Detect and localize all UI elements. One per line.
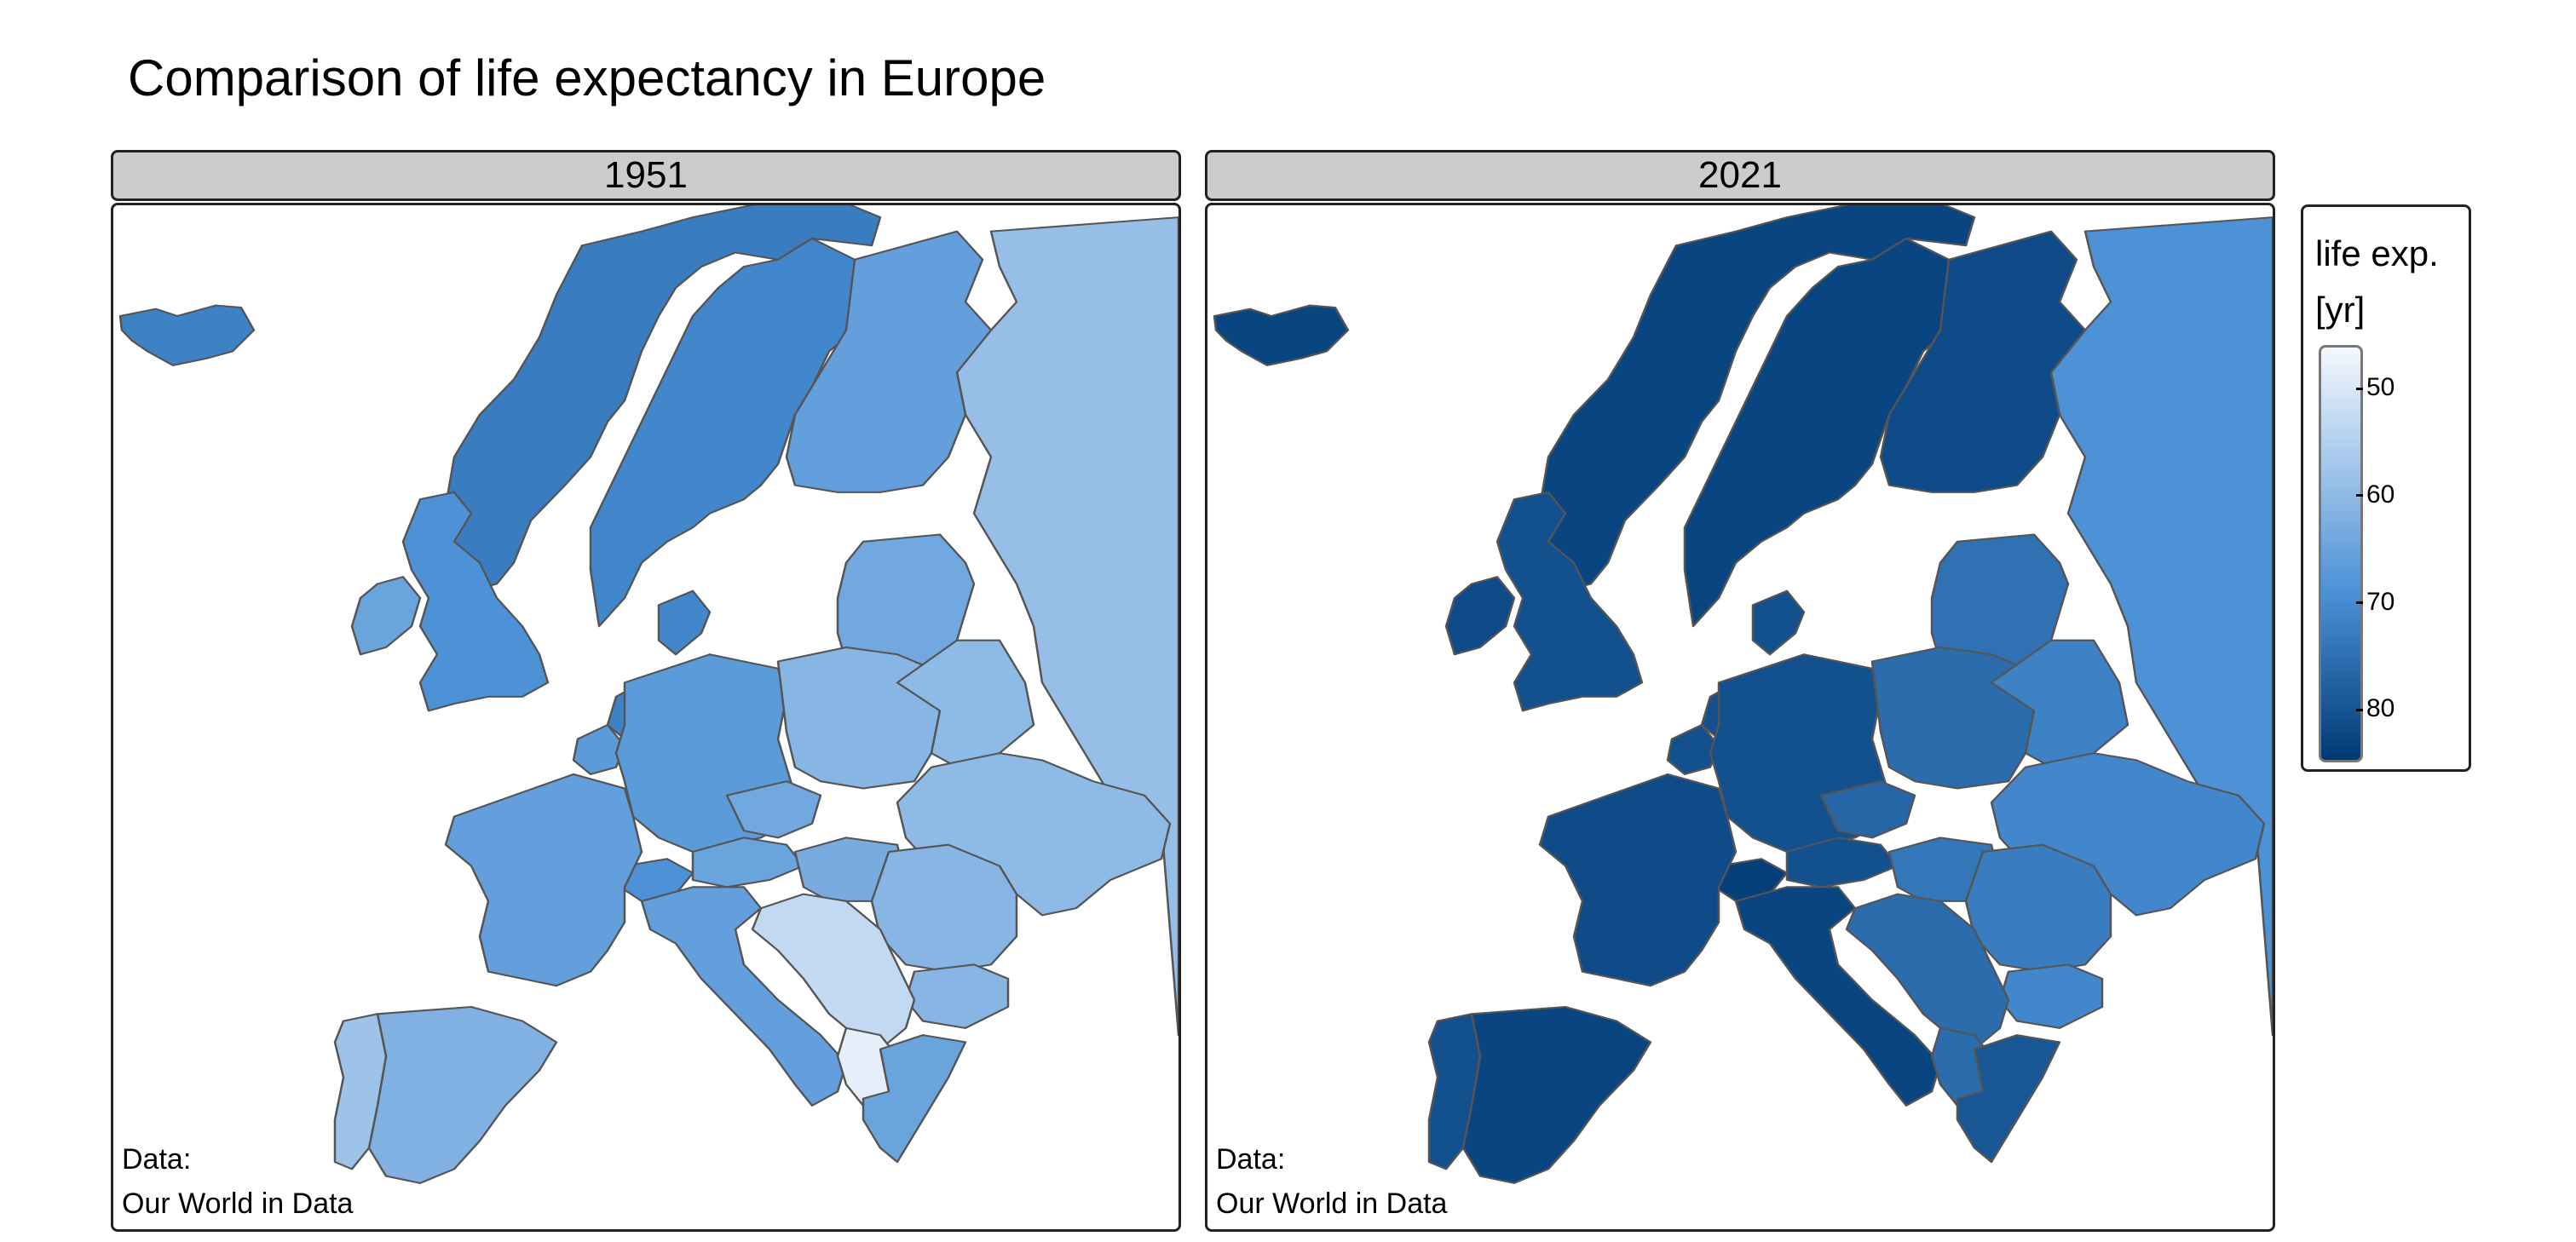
country-region-balkans <box>751 893 916 1050</box>
country-region-portugal <box>1427 1013 1482 1170</box>
legend-tick-label: 70 <box>2361 585 2394 619</box>
panel-strip-1951: 1951 <box>111 150 1181 201</box>
country-region-portugal <box>333 1013 388 1170</box>
legend-color-bar <box>2319 345 2363 762</box>
country-region-czechia <box>725 780 822 839</box>
chart-title: Comparison of life expectancy in Europe <box>128 49 1046 106</box>
panel-strip-2021: 2021 <box>1205 150 2275 201</box>
country-region-france <box>444 773 643 987</box>
country-region-romania <box>1964 843 2112 973</box>
legend-tick-label: 60 <box>2361 478 2394 512</box>
europe-map-1951 <box>118 205 1179 1184</box>
country-region-italy <box>1734 886 1942 1107</box>
country-region-finland <box>785 230 993 493</box>
legend-title-line-1: life exp. <box>2315 233 2439 273</box>
country-region-belgium <box>1666 723 1720 775</box>
country-region-russia <box>2049 216 2273 1037</box>
country-region-finland <box>1879 230 2087 493</box>
country-region-norway <box>444 205 882 592</box>
country-region-balkans <box>1845 893 2010 1050</box>
legend-title: life exp. [yr] <box>2315 226 2439 338</box>
country-region-ireland <box>1444 576 1516 656</box>
country-region-bulgaria <box>1998 963 2104 1029</box>
country-region-greece <box>862 1034 967 1164</box>
caption-line-2: Our World in Data <box>1216 1187 1448 1220</box>
country-region-denmark <box>657 589 712 656</box>
caption-line-1: Data: <box>1216 1143 1286 1176</box>
country-region-france <box>1538 773 1738 987</box>
country-region-belgium <box>572 723 626 775</box>
caption-line-2: Our World in Data <box>122 1187 354 1220</box>
country-region-norway <box>1538 205 1976 592</box>
data-source-caption: Data: Our World in Data <box>122 1137 353 1226</box>
country-region-iberia-spain <box>367 1005 558 1184</box>
europe-map-2021 <box>1213 205 2273 1184</box>
country-region-austria <box>691 837 805 888</box>
country-region-iceland <box>1213 304 1350 366</box>
country-region-uk <box>1495 491 1644 712</box>
country-region-czechia <box>1819 780 1916 839</box>
map-panel-2021: Data: Our World in Data <box>1205 203 2275 1232</box>
country-region-iceland <box>118 304 256 366</box>
country-region-belarus <box>1990 639 2129 768</box>
legend-ticks: 50 60 70 80 <box>2361 345 2464 762</box>
country-region-bulgaria <box>904 963 1010 1029</box>
country-region-austria <box>1785 837 1899 888</box>
country-region-iberia-spain <box>1461 1005 1652 1184</box>
country-region-romania <box>870 843 1018 973</box>
legend-title-line-2: [yr] <box>2315 290 2366 330</box>
caption-line-1: Data: <box>122 1143 192 1176</box>
country-region-denmark <box>1751 589 1806 656</box>
country-region-russia <box>955 216 1179 1037</box>
map-regions <box>1213 205 2273 1184</box>
country-region-greece <box>1956 1034 2061 1164</box>
country-region-italy <box>640 886 848 1107</box>
country-region-sweden <box>589 237 856 628</box>
map-regions <box>118 205 1179 1184</box>
country-region-sweden <box>1683 237 1951 628</box>
data-source-caption: Data: Our World in Data <box>1216 1137 1447 1226</box>
color-legend: life exp. [yr] 50 60 70 80 <box>2301 204 2471 772</box>
legend-tick-label: 50 <box>2361 371 2394 405</box>
legend-tick-label: 80 <box>2361 692 2394 726</box>
map-panel-1951: Data: Our World in Data <box>111 203 1181 1232</box>
country-region-ireland <box>350 576 422 656</box>
country-region-belarus <box>896 639 1035 768</box>
country-region-uk <box>401 491 550 712</box>
